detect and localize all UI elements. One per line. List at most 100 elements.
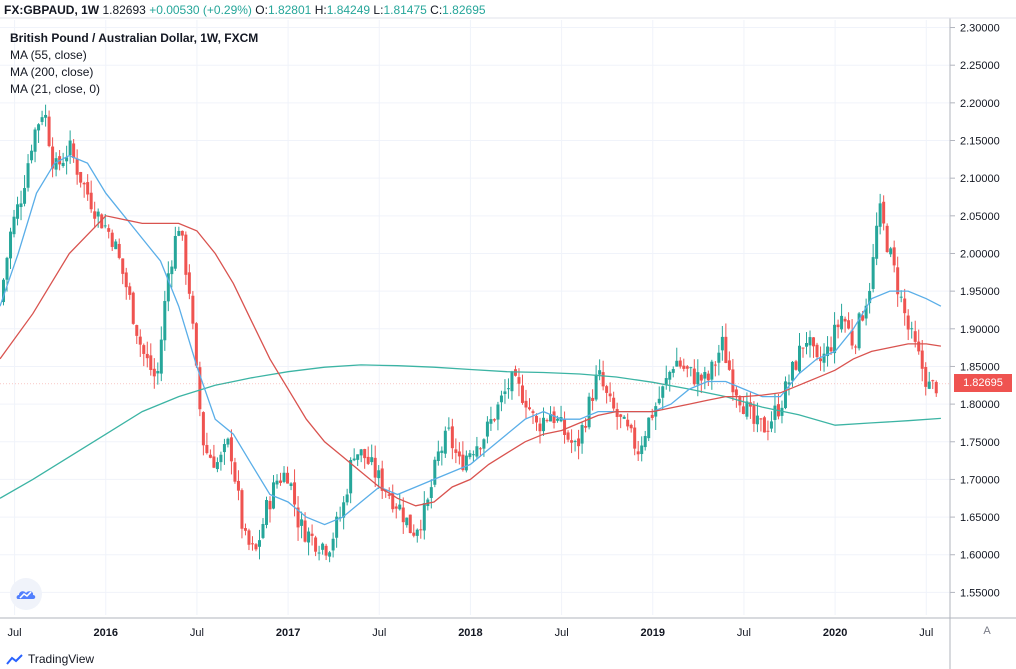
candle-body — [9, 231, 13, 259]
candle-body — [19, 203, 23, 208]
tradingview-brand[interactable]: TradingView — [6, 652, 94, 666]
candle-body — [89, 192, 93, 210]
candle-body — [857, 313, 861, 349]
candle-body — [629, 424, 633, 429]
candle-body — [387, 494, 391, 496]
candle-body — [208, 454, 212, 458]
candle-body — [903, 298, 907, 314]
ma55-line — [0, 154, 942, 526]
candle-body — [401, 507, 405, 523]
candle-body — [279, 480, 283, 483]
ma200-line — [0, 364, 941, 499]
candle-body — [524, 400, 528, 408]
candle-body — [128, 286, 132, 295]
candle-body — [268, 500, 272, 510]
candle-body — [594, 374, 598, 400]
symbol-name[interactable]: FX:GBPAUD, 1W — [4, 3, 100, 17]
candle-body — [850, 330, 854, 346]
candle-body — [836, 324, 840, 328]
candle-body — [499, 395, 503, 403]
candle-body — [496, 404, 500, 420]
candle-body — [149, 355, 153, 371]
candle-body — [485, 421, 489, 437]
candle-body — [822, 353, 826, 363]
candle-body — [643, 435, 647, 448]
auto-scale-button[interactable]: A — [983, 625, 991, 637]
candle-body — [475, 446, 479, 457]
candle-body — [808, 337, 812, 346]
candle-body — [577, 438, 581, 447]
candle-body — [110, 232, 114, 247]
candle-body — [429, 487, 433, 498]
candle-body — [545, 420, 549, 422]
candle-body — [510, 372, 514, 392]
y-tick-label: 2.20000 — [960, 98, 1000, 110]
candle-body — [819, 358, 823, 362]
candle-body — [924, 366, 928, 387]
candle-body — [769, 421, 773, 429]
x-tick-label: 2020 — [823, 627, 847, 639]
candle-body — [457, 451, 461, 457]
candle-body — [366, 456, 370, 464]
candle-body — [419, 529, 423, 531]
candle-body — [882, 201, 886, 224]
candle-body — [745, 401, 749, 417]
candle-body — [605, 386, 609, 393]
candle-body — [103, 225, 107, 227]
candle-body — [359, 449, 363, 456]
brand-label: TradingView — [28, 652, 95, 666]
chart-legend: British Pound / Australian Dollar, 1W, F… — [10, 30, 258, 98]
candle-body — [135, 325, 139, 336]
candle-body — [215, 462, 219, 470]
candle-body — [293, 482, 297, 505]
candle-body — [773, 405, 777, 420]
candle-body — [720, 336, 724, 351]
candle-body — [587, 396, 591, 428]
candle-body — [342, 502, 346, 518]
candle-body — [16, 204, 20, 219]
candle-body — [47, 116, 51, 147]
candle-body — [727, 360, 731, 370]
candle-body — [68, 140, 72, 156]
high-label: H: — [314, 3, 327, 17]
candle-body — [324, 545, 328, 556]
candle-body — [159, 339, 163, 374]
candle-body — [380, 468, 384, 491]
candle-body — [878, 203, 882, 227]
candle-body — [783, 381, 787, 409]
candle-body — [580, 425, 584, 444]
candle-body — [349, 459, 353, 494]
low-label: L: — [373, 3, 384, 17]
candle-body — [100, 214, 104, 229]
candle-body — [61, 162, 65, 166]
candle-body — [552, 411, 556, 424]
low-value: 1.81475 — [383, 3, 427, 17]
y-tick-label: 1.75000 — [960, 437, 1000, 449]
candle-body — [226, 438, 230, 445]
price-change: +0.00530 (+0.29%) — [149, 3, 252, 17]
candle-body — [247, 530, 251, 545]
candle-body — [692, 368, 696, 385]
candle-body — [734, 389, 738, 396]
candle-body — [482, 439, 486, 449]
candle-body — [563, 419, 567, 435]
candle-body — [573, 441, 577, 443]
legend-ma200[interactable]: MA (200, close) — [10, 65, 94, 79]
last-price: 1.82693 — [102, 3, 146, 17]
candle-body — [93, 211, 97, 219]
candle-body — [829, 347, 833, 352]
candle-body — [917, 341, 921, 352]
open-value: 1.82801 — [267, 3, 312, 17]
tradingview-logo-bubble[interactable] — [10, 578, 42, 610]
legend-ma55[interactable]: MA (55, close) — [10, 48, 87, 62]
candle-body — [506, 388, 510, 390]
candle-body — [187, 272, 191, 294]
candle-body — [906, 315, 910, 330]
candle-body — [892, 247, 896, 266]
candle-body — [205, 444, 209, 454]
cloud-chart-icon — [16, 591, 36, 599]
legend-ma21[interactable]: MA (21, close, 0) — [10, 82, 101, 96]
y-tick-label: 1.80000 — [960, 399, 1000, 411]
plot-background — [0, 18, 1016, 669]
